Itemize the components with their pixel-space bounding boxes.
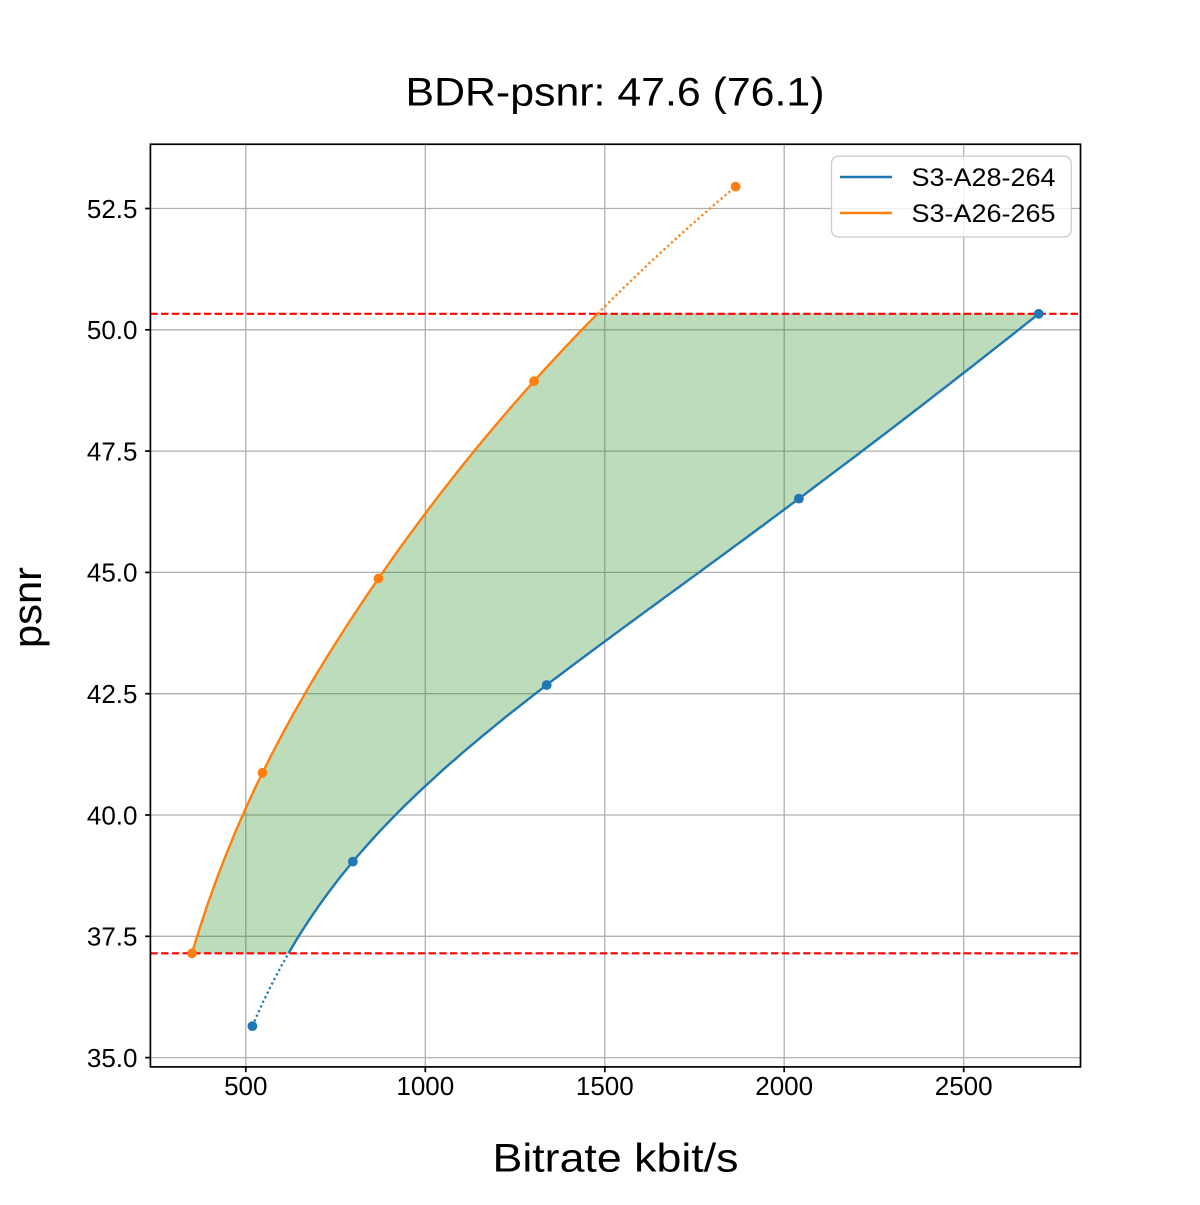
svg-text:BDR-psnr: 47.6 (76.1): BDR-psnr: 47.6 (76.1) (406, 71, 825, 115)
svg-text:42.5: 42.5 (87, 679, 138, 709)
svg-text:1000: 1000 (396, 1071, 454, 1101)
svg-text:2000: 2000 (755, 1071, 813, 1101)
svg-text:37.5: 37.5 (87, 922, 138, 952)
svg-text:psnr: psnr (6, 567, 50, 648)
svg-text:Bitrate kbit/s: Bitrate kbit/s (493, 1137, 739, 1181)
svg-text:S3-A26-265: S3-A26-265 (912, 200, 1056, 228)
svg-text:35.0: 35.0 (87, 1043, 138, 1073)
svg-text:1500: 1500 (576, 1071, 634, 1101)
svg-text:S3-A28-264: S3-A28-264 (912, 164, 1056, 192)
svg-text:45.0: 45.0 (87, 558, 138, 588)
svg-text:52.5: 52.5 (87, 194, 138, 224)
svg-text:50.0: 50.0 (87, 315, 138, 345)
svg-text:500: 500 (224, 1071, 267, 1101)
svg-text:2500: 2500 (935, 1071, 993, 1101)
svg-text:40.0: 40.0 (87, 800, 138, 830)
svg-text:47.5: 47.5 (87, 436, 138, 466)
